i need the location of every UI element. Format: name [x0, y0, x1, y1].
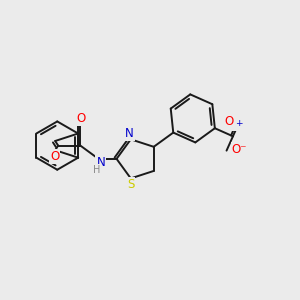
Text: O: O [76, 112, 86, 125]
Text: O⁻: O⁻ [232, 142, 248, 156]
Text: +: + [235, 119, 243, 128]
Text: N: N [229, 117, 237, 130]
Text: N: N [125, 127, 134, 140]
Text: N: N [96, 156, 105, 169]
Text: O: O [225, 116, 234, 128]
Text: O: O [50, 150, 59, 163]
Text: S: S [127, 178, 134, 191]
Text: H: H [93, 165, 101, 175]
